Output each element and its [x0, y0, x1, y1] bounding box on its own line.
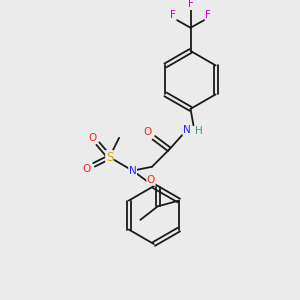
- Text: F: F: [170, 10, 176, 20]
- Text: O: O: [143, 127, 151, 137]
- Text: F: F: [205, 10, 211, 20]
- Text: H: H: [195, 126, 203, 136]
- Text: O: O: [147, 175, 155, 185]
- Text: N: N: [129, 166, 136, 176]
- Text: O: O: [88, 133, 96, 143]
- Text: N: N: [183, 125, 190, 135]
- Text: F: F: [188, 0, 194, 9]
- Text: S: S: [106, 151, 113, 164]
- Text: O: O: [82, 164, 90, 174]
